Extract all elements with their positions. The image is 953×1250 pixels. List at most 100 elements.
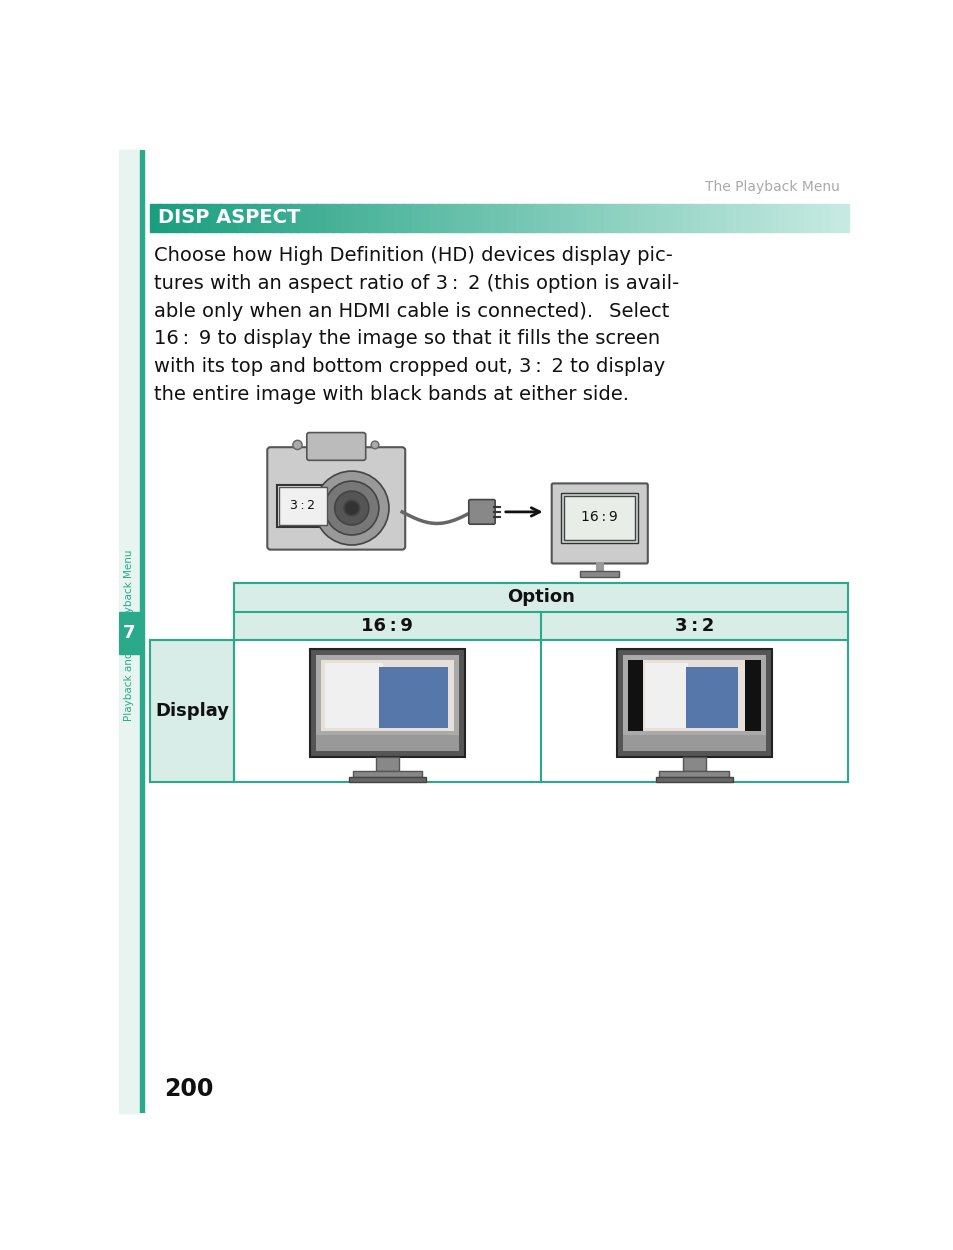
Bar [725,204,735,231]
Bar [490,204,499,231]
Bar [563,496,635,540]
Bar [778,204,786,231]
Bar [629,204,639,231]
Bar [429,204,438,231]
FancyBboxPatch shape [307,432,365,460]
Bar [516,204,525,231]
Bar [202,204,212,231]
Bar [315,735,458,750]
Bar [579,571,618,578]
Circle shape [371,441,378,449]
Bar [278,488,327,525]
Text: DISP ASPECT: DISP ASPECT [158,209,300,227]
Bar [246,204,255,231]
Bar [812,204,821,231]
Bar [315,655,458,735]
Text: 16 : 9: 16 : 9 [580,510,618,524]
Circle shape [293,440,302,450]
Bar [620,204,630,231]
Bar [375,756,398,770]
Bar [664,204,674,231]
Bar [603,204,613,231]
Bar [481,204,491,231]
Bar [617,649,771,756]
Bar [673,204,682,231]
Bar [685,666,738,729]
Bar [498,204,508,231]
Bar [412,204,421,231]
Bar [348,776,426,782]
Text: 16 : 9 to display the image so that it fills the screen: 16 : 9 to display the image so that it f… [154,330,659,349]
Circle shape [344,500,359,516]
Bar [378,666,447,729]
Bar [742,204,752,231]
Bar [281,204,291,231]
Bar [829,204,839,231]
Text: able only when an HDMI cable is connected).  Select: able only when an HDMI cable is connecte… [154,301,669,321]
Text: the entire image with black bands at either side.: the entire image with black bands at eit… [154,385,628,404]
Bar [659,770,728,776]
Bar [707,204,717,231]
FancyBboxPatch shape [551,484,647,564]
Bar [324,204,334,231]
Bar [577,204,586,231]
Bar [376,204,386,231]
Bar [233,582,847,612]
Bar [612,204,621,231]
Bar [622,655,765,735]
Bar [786,204,796,231]
Bar [551,204,560,231]
Bar [193,204,203,231]
Text: Choose how High Definition (HD) devices display pic-: Choose how High Definition (HD) devices … [154,246,672,265]
Bar [233,612,847,640]
Bar [690,204,700,231]
Bar [768,204,778,231]
Bar [276,485,329,528]
Bar [734,204,743,231]
Text: 3 : 2: 3 : 2 [674,616,713,635]
Bar [682,756,705,770]
Bar [638,204,647,231]
Bar [159,204,169,231]
Bar [229,204,238,231]
Bar [263,204,273,231]
Bar [681,204,691,231]
Bar [351,204,360,231]
Bar [821,204,830,231]
Circle shape [335,491,369,525]
Bar [394,204,403,231]
Bar [176,204,186,231]
Text: with its top and bottom cropped out, 3 : 2 to display: with its top and bottom cropped out, 3 :… [154,357,664,376]
Bar [220,204,230,231]
Text: 3 : 2: 3 : 2 [290,499,315,512]
Text: Display: Display [155,701,229,720]
Bar [627,660,760,730]
Bar [542,204,552,231]
Bar [272,204,281,231]
Bar [403,204,412,231]
Bar [150,204,159,231]
Bar [342,204,352,231]
Bar [307,204,316,231]
Bar [540,640,847,782]
Bar [185,204,194,231]
Text: Option: Option [506,589,575,606]
Bar [254,204,264,231]
Bar [168,204,177,231]
Bar [473,204,482,231]
Bar [310,649,464,756]
Bar [585,204,595,231]
Bar [211,204,220,231]
Bar [751,204,760,231]
Bar [655,776,732,782]
Circle shape [314,471,389,545]
Bar [568,204,578,231]
Bar [420,204,430,231]
Bar [333,204,342,231]
Bar [560,492,638,542]
Text: 7: 7 [123,624,135,641]
Text: The Playback Menu: The Playback Menu [704,180,840,194]
Bar [368,204,377,231]
Bar [353,770,422,776]
Bar [507,204,517,231]
